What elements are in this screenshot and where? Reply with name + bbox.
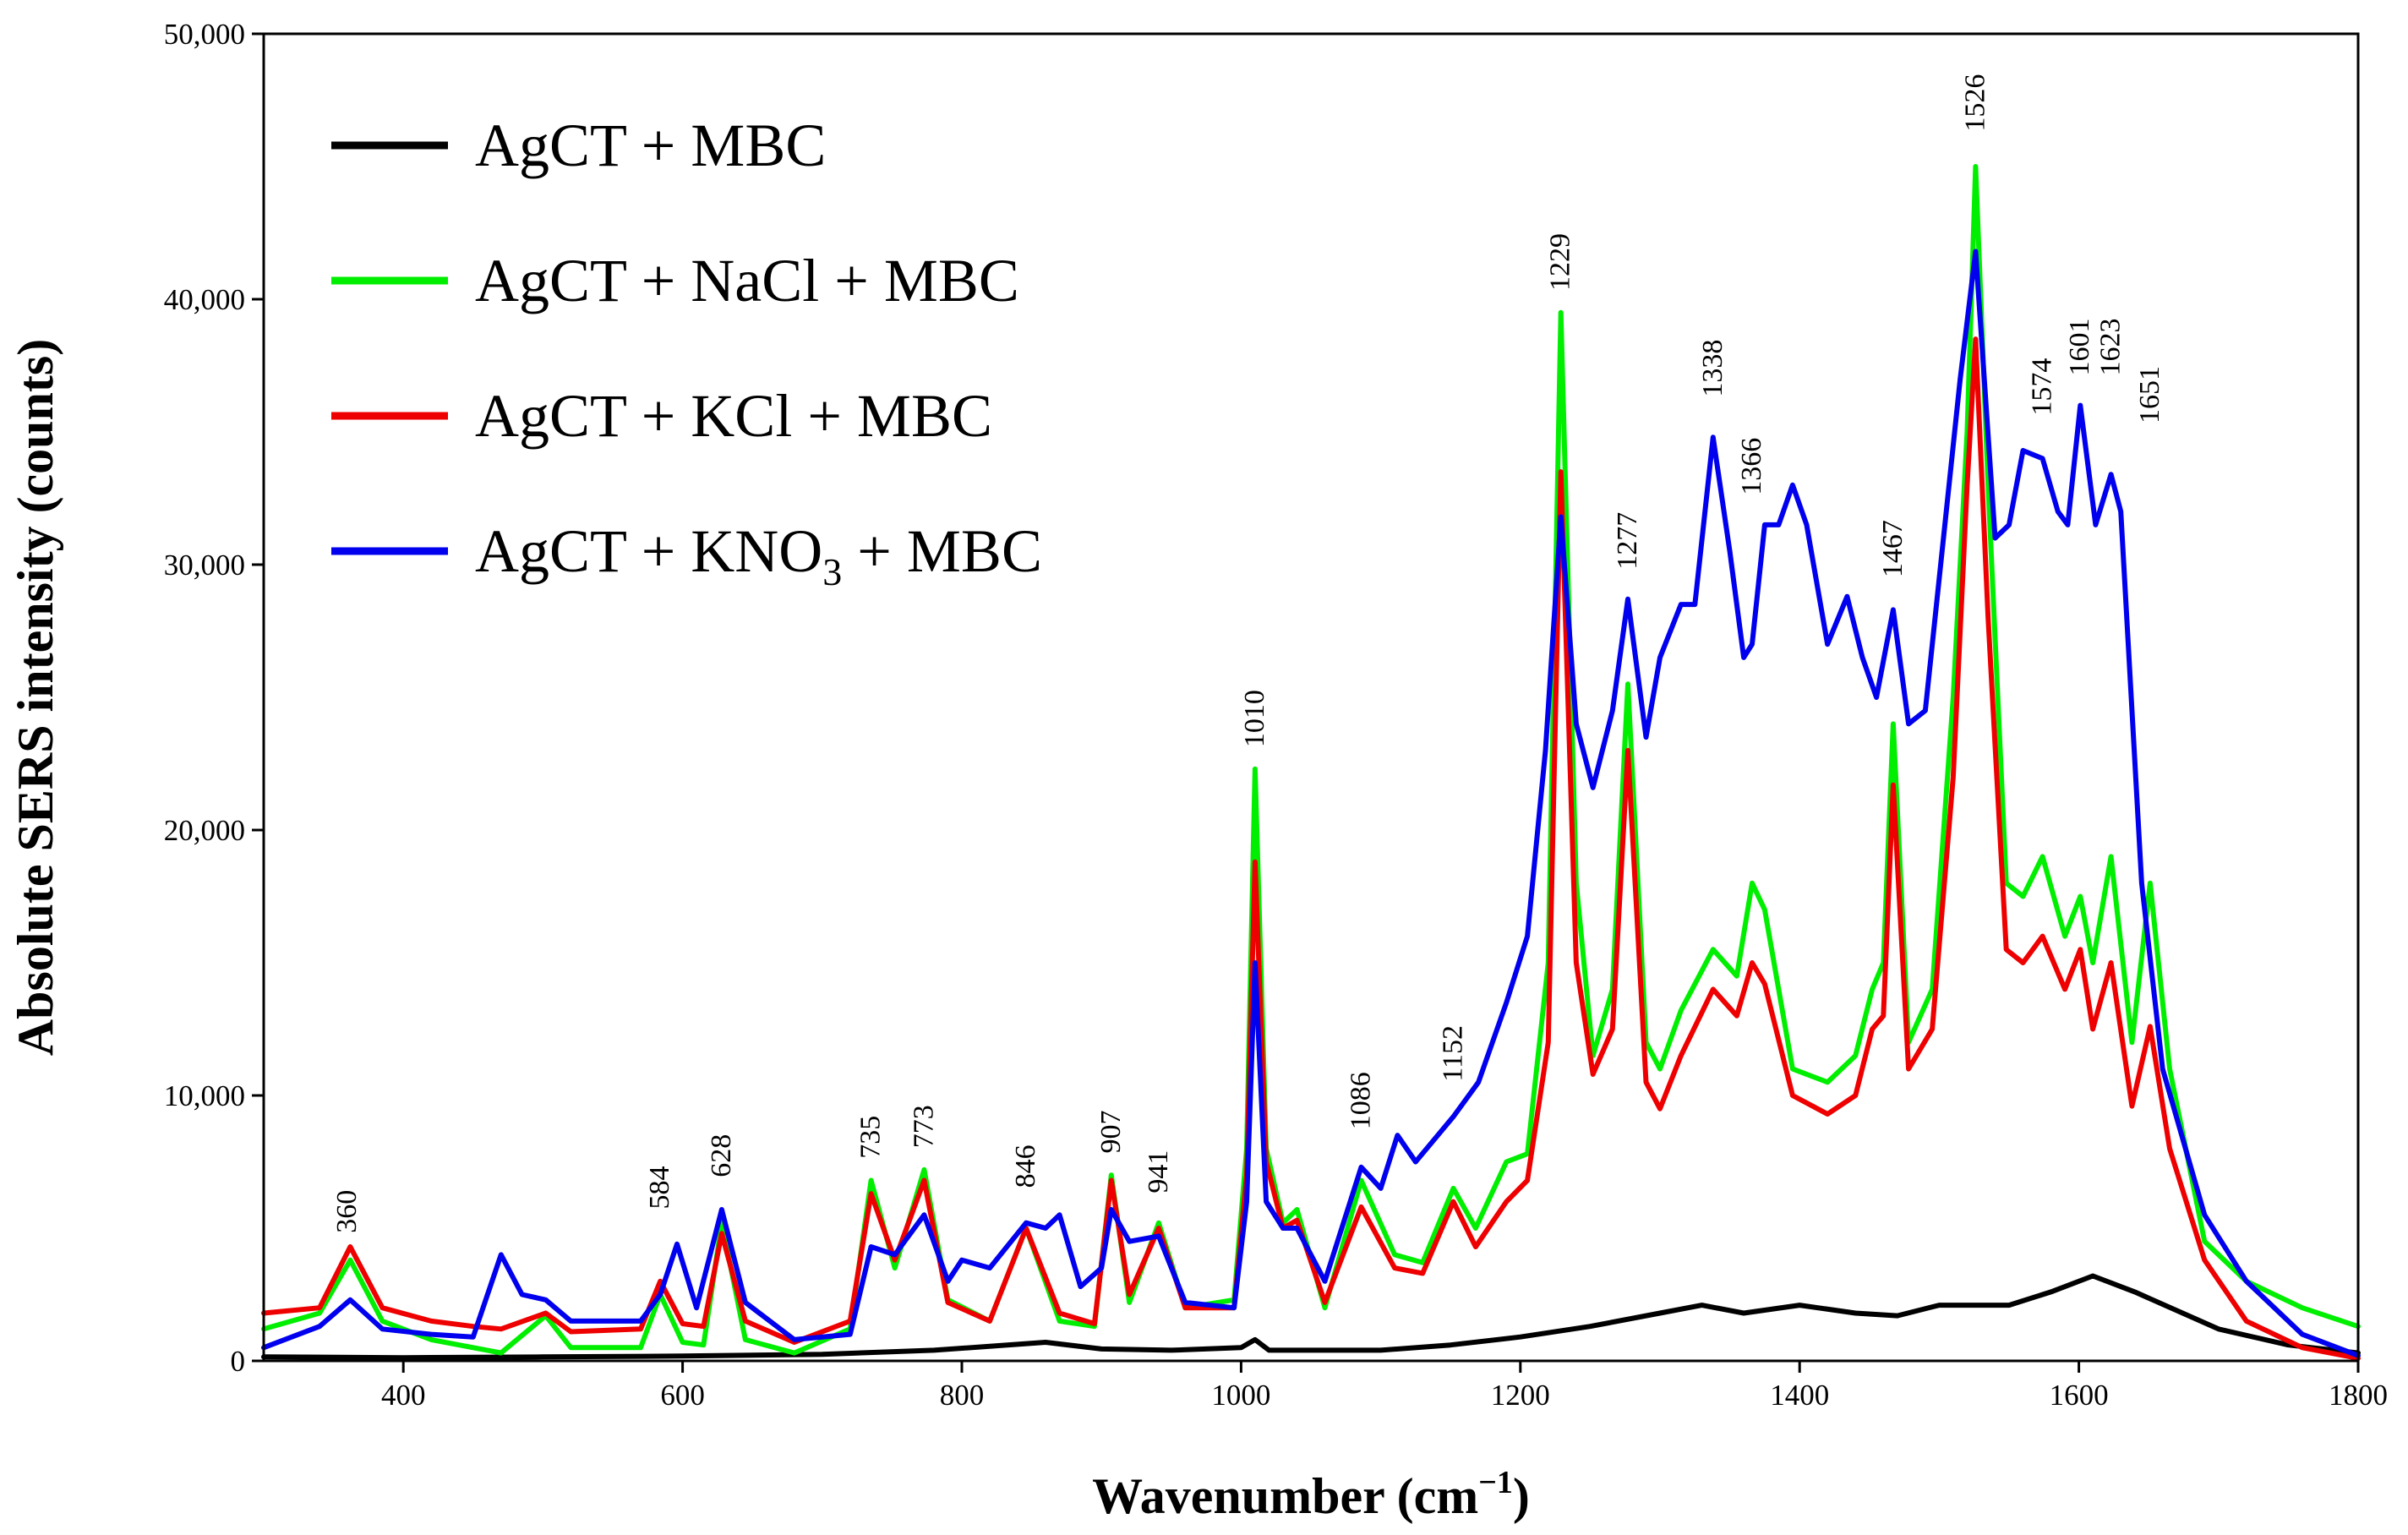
- series-agct-kcl-mbc-line: [261, 336, 2361, 1361]
- x-axis-title-close: ): [1513, 1468, 1530, 1524]
- peak-label: 628: [706, 1134, 737, 1177]
- x-axis-title: Wavenumber (cm−1): [1092, 1465, 1530, 1524]
- peak-label: 907: [1095, 1111, 1127, 1154]
- peak-labels-layer: 360 584 628 735 773 846 907 941 1010 1086 1152 1229…: [331, 74, 2165, 1233]
- y-tick-label: 40,000: [164, 283, 245, 316]
- x-tick-label: 1400: [1770, 1379, 1829, 1412]
- peak-label: 1574: [2027, 358, 2058, 416]
- peak-label: 773: [908, 1105, 939, 1148]
- plot-frame: [262, 32, 2360, 1363]
- legend-label: AgCT + MBC: [475, 112, 826, 179]
- peak-label: 584: [644, 1166, 675, 1209]
- x-tick-label: 1200: [1491, 1379, 1550, 1412]
- x-axis-title-main: Wavenumber (cm: [1092, 1468, 1478, 1524]
- peak-label: 846: [1010, 1144, 1041, 1188]
- peak-label: 1601: [2064, 318, 2095, 375]
- peak-label: 1338: [1697, 340, 1728, 397]
- x-tick-label: 600: [660, 1379, 705, 1412]
- x-axis-title-superscript: −1: [1478, 1465, 1513, 1500]
- y-tick-label: 30,000: [164, 549, 245, 582]
- peak-label: 735: [855, 1116, 887, 1159]
- y-tick-label: 50,000: [164, 18, 245, 51]
- peak-label: 1277: [1612, 512, 1643, 570]
- legend: AgCT + MBC AgCT + NaCl + MBC AgCT + KCl + …: [331, 112, 1042, 593]
- x-tick-label: 800: [940, 1379, 985, 1412]
- x-tick-label: 1800: [2329, 1379, 2388, 1412]
- series-agct-mbc-line: [261, 1273, 2361, 1361]
- y-axis-title: Absolute SERS intensity (counts): [8, 339, 63, 1056]
- y-tick-label: 20,000: [164, 814, 245, 847]
- legend-label: AgCT + NaCl + MBC: [475, 247, 1019, 314]
- series-agct-kno3-mbc-line: [261, 249, 2361, 1358]
- peak-label: 360: [331, 1190, 363, 1233]
- peak-label: 1010: [1239, 690, 1270, 747]
- peak-label: 941: [1143, 1150, 1174, 1194]
- peak-label: 1152: [1438, 1025, 1469, 1082]
- peak-label: 1229: [1545, 233, 1576, 291]
- peak-label: 1467: [1877, 520, 1908, 577]
- x-tick-label: 1000: [1211, 1379, 1270, 1412]
- x-tick-label: 1600: [2050, 1379, 2109, 1412]
- x-tick-label: 400: [381, 1379, 426, 1412]
- legend-label: AgCT + KCl + MBC: [475, 382, 992, 450]
- y-tick-label: 10,000: [164, 1079, 245, 1112]
- legend-label: AgCT + KNO3 + MBC: [475, 517, 1042, 593]
- series-layer: [261, 164, 2361, 1361]
- peak-label: 1366: [1736, 438, 1767, 495]
- axes-layer: [262, 32, 2360, 1363]
- y-tick-label: 0: [231, 1345, 246, 1378]
- peak-label: 1623: [2095, 318, 2127, 375]
- peak-label: 1651: [2134, 366, 2165, 423]
- ticks-layer: 400 600 800 1000 1200 1400 1600 1800 0 10,000 20,0…: [164, 18, 2388, 1412]
- peak-label: 1526: [1959, 74, 1990, 132]
- peak-label: 1086: [1345, 1072, 1376, 1129]
